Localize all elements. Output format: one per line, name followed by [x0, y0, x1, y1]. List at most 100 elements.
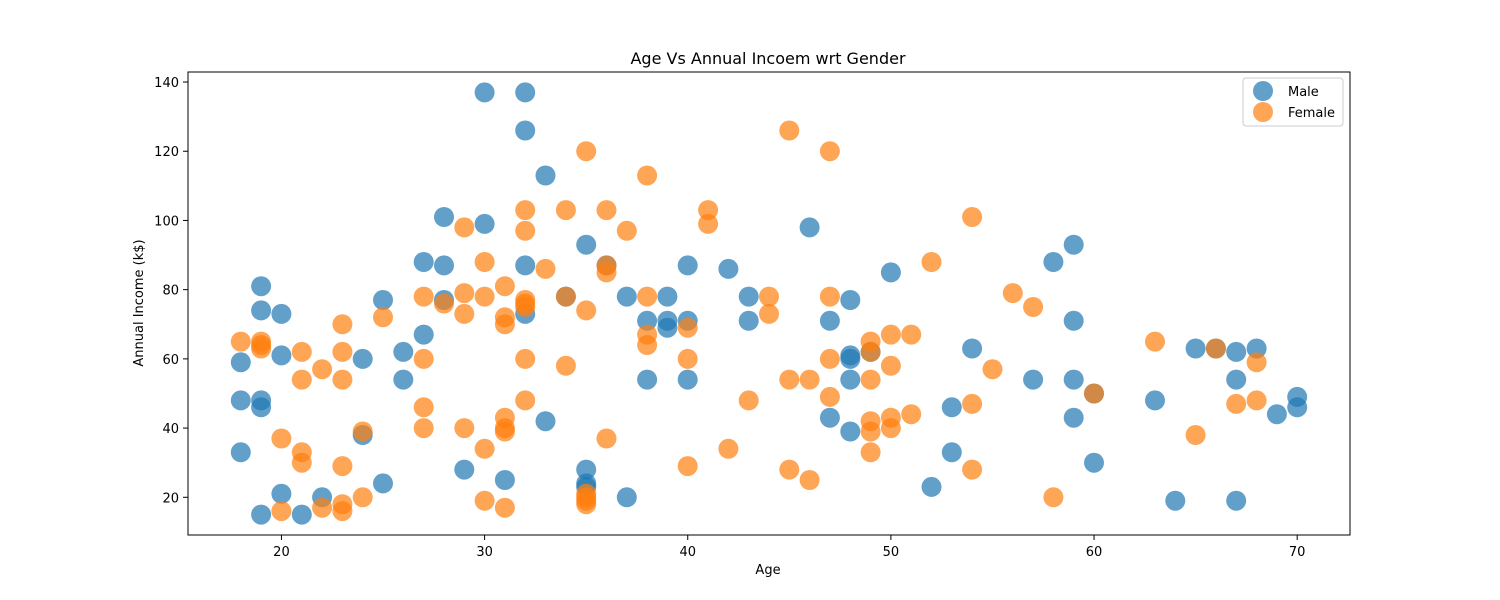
point-male-25	[474, 213, 495, 234]
point-female-0	[230, 331, 251, 352]
point-male-9	[271, 345, 292, 366]
point-female-87	[860, 411, 881, 432]
x-tick-label-50: 50	[883, 545, 900, 560]
point-female-92	[880, 407, 901, 428]
point-male-50	[718, 258, 739, 279]
point-female-31	[474, 438, 495, 459]
point-female-25	[434, 293, 454, 314]
point-female-71	[698, 200, 719, 221]
point-male-1	[230, 390, 251, 411]
point-female-109	[1226, 393, 1247, 414]
point-female-110	[1246, 390, 1267, 411]
point-female-73	[738, 390, 759, 411]
point-female-9	[291, 341, 312, 362]
point-male-46	[657, 286, 678, 307]
point-male-66	[962, 338, 983, 359]
point-female-50	[555, 286, 576, 307]
point-female-99	[962, 393, 983, 414]
point-female-82	[819, 348, 840, 369]
point-female-33	[474, 252, 495, 272]
point-male-43	[637, 310, 658, 331]
point-male-76	[1165, 490, 1186, 511]
points-layer	[230, 82, 1308, 525]
legend-marker-female	[1253, 102, 1273, 122]
point-female-7	[291, 442, 312, 463]
y-tick-label-60: 60	[162, 353, 179, 368]
y-tick-label-120: 120	[154, 145, 179, 160]
point-female-45	[515, 290, 536, 310]
y-tick-label-100: 100	[154, 214, 179, 229]
point-male-53	[799, 217, 820, 238]
point-female-8	[291, 369, 312, 390]
x-tick-label-30: 30	[476, 545, 493, 560]
point-female-41	[515, 390, 536, 411]
point-male-80	[1226, 369, 1247, 390]
point-male-18	[393, 341, 414, 362]
point-male-52	[738, 286, 759, 307]
point-female-93	[880, 355, 901, 376]
point-male-16	[373, 290, 393, 310]
point-male-56	[840, 421, 861, 442]
point-female-80	[799, 369, 820, 390]
point-male-10	[271, 303, 292, 324]
point-female-83	[819, 286, 840, 307]
point-male-75	[1145, 390, 1165, 411]
point-female-84	[819, 141, 840, 162]
point-female-3	[251, 331, 272, 352]
point-male-51	[738, 310, 759, 331]
point-female-67	[677, 456, 698, 477]
point-female-60	[596, 255, 617, 276]
point-female-27	[454, 303, 475, 324]
point-male-62	[880, 262, 901, 283]
point-male-70	[1063, 369, 1084, 390]
point-female-103	[1023, 297, 1044, 317]
point-male-24	[454, 459, 475, 480]
point-male-67	[1023, 369, 1044, 390]
point-male-7	[251, 276, 272, 297]
point-female-24	[413, 286, 434, 307]
point-female-94	[880, 324, 901, 345]
point-male-30	[515, 120, 536, 141]
legend-marker-male	[1253, 81, 1273, 101]
chart-title: Age Vs Annual Incoem wrt Gender	[630, 49, 905, 68]
legend-label-female: Female	[1288, 106, 1335, 121]
point-female-90	[860, 331, 881, 352]
point-female-74	[759, 303, 779, 324]
point-male-77	[1185, 338, 1206, 359]
point-male-37	[576, 459, 597, 480]
point-female-75	[759, 286, 779, 307]
point-female-81	[819, 386, 840, 407]
point-female-100	[962, 207, 983, 227]
point-female-78	[779, 120, 800, 141]
point-female-30	[474, 490, 495, 511]
point-male-3	[251, 504, 272, 525]
point-male-38	[576, 234, 597, 255]
point-female-18	[352, 487, 373, 508]
point-female-98	[962, 459, 983, 480]
point-female-105	[1084, 383, 1104, 404]
point-female-88	[860, 369, 881, 390]
point-male-45	[657, 310, 678, 331]
point-male-27	[494, 470, 515, 490]
point-female-20	[373, 307, 393, 328]
point-male-40	[616, 487, 637, 508]
y-axis-ticks: 20 40 60 80 100 120 140	[154, 76, 188, 506]
point-female-102	[1002, 283, 1023, 304]
point-female-111	[1246, 352, 1267, 373]
point-male-83	[1266, 404, 1287, 425]
point-female-32	[474, 286, 495, 307]
point-male-41	[616, 286, 637, 307]
point-female-22	[413, 397, 434, 418]
point-female-49	[555, 355, 576, 376]
point-male-14	[352, 348, 373, 369]
point-male-20	[413, 252, 434, 272]
point-female-66	[637, 165, 658, 186]
point-female-77	[779, 369, 800, 390]
point-male-60	[840, 290, 861, 310]
point-female-64	[637, 324, 658, 345]
point-male-32	[535, 411, 556, 432]
point-female-62	[616, 220, 637, 241]
point-female-28	[454, 283, 475, 304]
point-male-72	[1063, 234, 1084, 255]
x-axis-ticks: 20 30 40 50 60 70	[273, 535, 1305, 560]
